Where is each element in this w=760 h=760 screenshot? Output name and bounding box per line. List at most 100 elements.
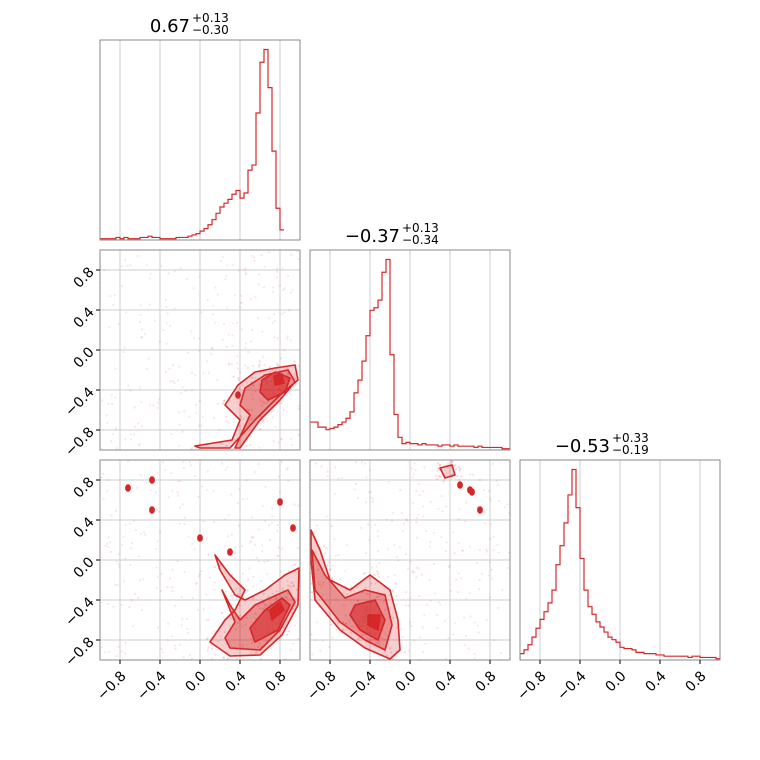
scatter-point <box>171 364 174 367</box>
scatter-point <box>120 265 124 268</box>
scatter-point <box>429 541 432 544</box>
scatter-point <box>235 355 238 358</box>
scatter-point <box>123 346 126 349</box>
scatter-point <box>261 550 264 553</box>
scatter-point <box>241 646 244 649</box>
scatter-point <box>469 615 472 618</box>
scatter-point <box>483 510 486 513</box>
scatter-point <box>415 576 418 579</box>
scatter-point <box>171 568 174 571</box>
scatter-point <box>254 296 257 299</box>
scatter-point <box>181 386 184 389</box>
scatter-point <box>252 384 255 387</box>
scatter-point <box>315 595 318 598</box>
scatter-point <box>454 464 457 467</box>
contour-island <box>235 391 241 399</box>
scatter-point <box>213 321 216 324</box>
scatter-point <box>271 507 274 510</box>
scatter-point <box>249 298 253 301</box>
scatter-point <box>393 573 396 577</box>
scatter-point <box>407 604 410 607</box>
scatter-point <box>192 287 195 290</box>
scatter-point <box>170 586 174 589</box>
scatter-point <box>161 461 164 464</box>
scatter-point <box>328 645 331 649</box>
scatter-point <box>237 379 240 382</box>
scatter-point <box>407 649 410 652</box>
scatter-point <box>475 561 479 565</box>
scatter-point <box>156 626 160 629</box>
scatter-point <box>228 362 231 365</box>
scatter-point <box>130 542 134 545</box>
scatter-point <box>287 630 291 633</box>
scatter-point <box>271 515 274 518</box>
scatter-point <box>166 585 169 589</box>
scatter-point <box>224 518 227 521</box>
scatter-point <box>213 588 216 591</box>
scatter-point <box>107 650 111 653</box>
scatter-point <box>281 589 284 592</box>
scatter-point <box>344 614 347 617</box>
scatter-point <box>451 461 454 464</box>
scatter-point <box>183 410 186 413</box>
scatter-point <box>220 442 223 445</box>
scatter-point <box>138 386 141 389</box>
scatter-point <box>188 461 191 464</box>
scatter-point <box>198 349 201 353</box>
scatter-point <box>287 479 290 482</box>
scatter-point <box>156 575 159 578</box>
scatter-point <box>313 531 316 534</box>
x-tick-label: 0.0 <box>183 668 210 695</box>
scatter-point <box>225 274 228 277</box>
scatter-point <box>200 455 202 457</box>
scatter-point <box>288 569 291 573</box>
scatter-point <box>193 548 196 551</box>
scatter-point <box>137 596 140 600</box>
scatter-point <box>260 645 263 648</box>
scatter-point <box>488 561 491 564</box>
scatter-point <box>442 480 445 483</box>
scatter-point <box>134 529 138 532</box>
scatter-point <box>140 328 144 331</box>
scatter-point <box>253 259 256 262</box>
scatter-point <box>111 303 115 306</box>
scatter-point <box>187 631 190 634</box>
scatter-point <box>401 530 404 533</box>
scatter-point <box>318 583 321 586</box>
scatter-point <box>310 633 313 636</box>
scatter-point <box>271 321 274 325</box>
contour-level-4 <box>269 601 285 621</box>
scatter-point <box>274 637 277 640</box>
scatter-point <box>225 345 228 348</box>
scatter-point <box>348 621 352 624</box>
scatter-point <box>261 330 264 333</box>
scatter-point <box>166 638 169 642</box>
scatter-point <box>275 276 278 279</box>
scatter-point <box>228 641 231 644</box>
scatter-point <box>106 542 109 546</box>
scatter-point <box>261 607 265 610</box>
scatter-point <box>275 369 278 372</box>
scatter-point <box>250 376 253 379</box>
scatter-point <box>239 306 242 309</box>
scatter-point <box>293 503 296 506</box>
scatter-point <box>170 635 174 638</box>
panel-r1-c0 <box>96 249 301 457</box>
scatter-point <box>371 500 374 503</box>
scatter-point <box>255 651 258 654</box>
scatter-point <box>154 547 158 550</box>
scatter-point <box>181 430 184 433</box>
scatter-point <box>206 649 209 652</box>
scatter-point <box>411 570 414 573</box>
scatter-point <box>234 546 237 549</box>
scatter-point <box>378 576 381 579</box>
scatter-point <box>137 422 140 425</box>
scatter-point <box>330 524 333 528</box>
scatter-point <box>104 544 107 547</box>
scatter-point <box>443 619 446 622</box>
scatter-point <box>223 399 226 402</box>
scatter-point <box>245 381 249 385</box>
scatter-point <box>247 409 250 412</box>
scatter-point <box>282 348 285 351</box>
scatter-point <box>222 323 226 326</box>
